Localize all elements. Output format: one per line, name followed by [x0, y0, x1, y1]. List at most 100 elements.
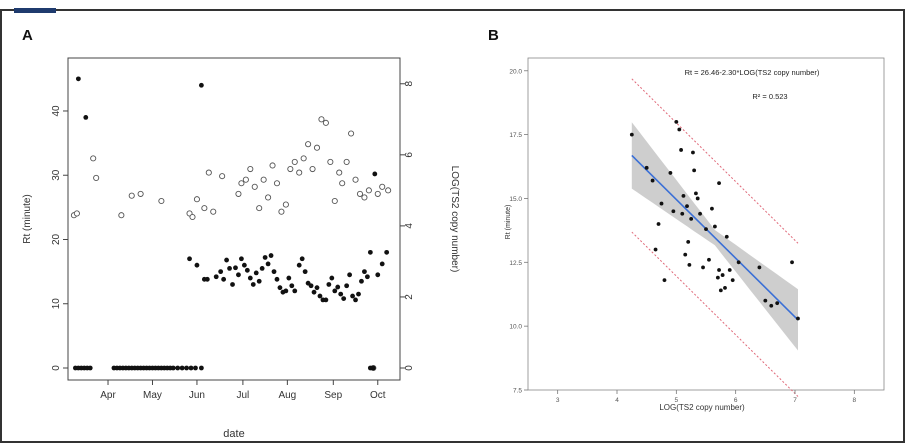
data-point	[662, 278, 667, 283]
panel-b-letter: B	[488, 27, 499, 44]
open-point	[73, 210, 80, 217]
filled-point	[286, 275, 292, 281]
x-tick-label: 4	[615, 397, 619, 404]
filled-point	[204, 276, 210, 282]
filled-point	[344, 283, 350, 289]
data-point	[677, 127, 682, 132]
filled-point	[372, 171, 378, 177]
panel-b: 7.5 10.0 12.5 15.0 17.5 20.0 3 4 5 6 7 8 Rt = 26.4…	[505, 57, 885, 412]
data-point	[683, 252, 688, 257]
filled-point	[332, 288, 338, 294]
x-tick-label: 6	[734, 397, 738, 404]
y-tick-label: 10	[51, 298, 62, 310]
y2-tick-label: 4	[404, 223, 415, 229]
x-tick-label: Jul	[236, 390, 249, 401]
panel-a-plot-box	[67, 57, 401, 381]
x-tick-label: Sep	[324, 390, 342, 401]
data-point	[796, 316, 800, 321]
open-point	[352, 176, 359, 183]
filled-point	[364, 274, 370, 280]
x-tick-label: 7	[793, 397, 797, 404]
open-point	[93, 174, 100, 181]
open-point	[128, 192, 135, 199]
open-point	[322, 119, 329, 126]
open-point	[242, 176, 249, 183]
open-point	[260, 176, 267, 183]
prediction-band-upper	[631, 78, 799, 244]
data-point	[717, 181, 721, 186]
filled-point	[244, 267, 250, 273]
panel-a-points	[70, 76, 392, 372]
confidence-band	[631, 122, 798, 351]
x-tick-label: Apr	[100, 390, 116, 401]
y2-tick-label: 2	[404, 294, 415, 300]
filled-point	[230, 282, 235, 287]
filled-point	[317, 293, 323, 299]
filled-point	[268, 253, 274, 258]
data-point	[692, 168, 697, 173]
open-point	[374, 190, 381, 197]
open-point	[189, 213, 196, 221]
open-point	[269, 162, 276, 169]
data-point	[723, 285, 727, 290]
data-point	[674, 119, 679, 124]
data-point	[650, 178, 655, 183]
y-tick-label: 15.0	[509, 196, 522, 203]
panel-b-equation: Rt = 26.46-2.30*LOG(TS2 copy number)	[685, 68, 820, 77]
data-point	[671, 209, 676, 214]
filled-point	[227, 266, 232, 271]
y-tick-label: 20.0	[509, 68, 522, 75]
filled-point	[375, 272, 381, 278]
x-tick-label: Jun	[189, 390, 205, 401]
x-tick-label: 3	[556, 397, 560, 404]
filled-point	[265, 261, 271, 267]
filled-point	[179, 365, 185, 371]
filled-point	[262, 255, 268, 260]
x-tick-label: May	[143, 390, 162, 401]
data-point	[715, 275, 720, 280]
data-point	[763, 298, 768, 303]
open-point	[336, 169, 343, 176]
filled-point	[213, 274, 219, 280]
panel-a-x-axis: Apr May Jun Jul Aug Sep Oct	[100, 380, 386, 401]
open-point	[118, 212, 125, 219]
filled-point	[292, 288, 298, 294]
panel-b-r-squared: R² = 0.523	[752, 92, 787, 101]
open-point	[318, 116, 325, 123]
filled-point	[356, 291, 361, 297]
data-point	[727, 268, 732, 272]
filled-point	[194, 262, 200, 268]
panel-a-letter: A	[22, 27, 33, 44]
filled-point	[239, 256, 244, 262]
x-tick-label: 8	[853, 397, 857, 404]
panel-a-y-axis: 0 10 20 30 40	[51, 105, 68, 371]
open-point	[379, 183, 386, 190]
open-point	[385, 187, 392, 194]
data-point	[686, 239, 691, 244]
filled-point	[379, 261, 385, 267]
open-point	[256, 205, 263, 212]
data-point	[730, 278, 735, 283]
y-tick-label: 7.5	[513, 388, 522, 395]
open-point	[296, 169, 303, 176]
filled-point	[175, 365, 181, 371]
data-point	[679, 148, 683, 152]
open-point	[251, 183, 258, 190]
panel-b-y-axis: 7.5 10.0 12.5 15.0 17.5 20.0	[509, 68, 528, 395]
open-point	[343, 158, 350, 165]
open-point	[327, 158, 334, 165]
data-point	[790, 260, 794, 265]
panel-a-y2-axis-label: LOG(TS2 copy number)	[449, 166, 460, 273]
filled-point	[353, 297, 358, 303]
filled-point	[350, 293, 355, 299]
filled-point	[256, 278, 262, 284]
filled-point	[247, 275, 253, 281]
filled-point	[184, 365, 189, 371]
y-tick-label: 30	[51, 169, 62, 181]
filled-point	[250, 282, 256, 287]
data-point	[775, 301, 780, 306]
filled-point	[296, 262, 302, 268]
filled-point	[277, 285, 283, 291]
filled-point	[198, 365, 204, 371]
